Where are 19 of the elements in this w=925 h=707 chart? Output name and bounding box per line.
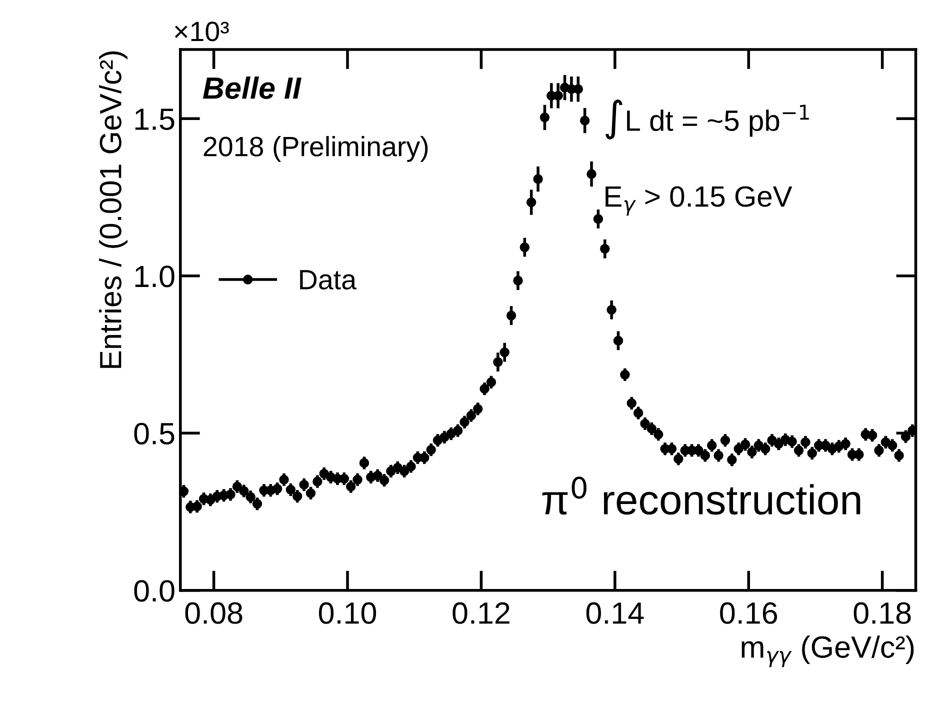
annotation: π$^{0}$ reconstruction bbox=[542, 476, 860, 515]
annotation: ∫L dt = ~5 pb$^{−1}$ bbox=[606, 100, 809, 140]
y-tick-label: 1.0 bbox=[135, 266, 174, 288]
x-tick-label: 0.12 bbox=[452, 602, 510, 624]
y-tick-label: 0.0 bbox=[134, 580, 174, 602]
legend-label: Data bbox=[300, 270, 357, 290]
x-tick-label: 0.10 bbox=[318, 602, 376, 624]
y-axis-title: Entries / (0.001 GeV/c²) bbox=[99, 51, 128, 368]
x-tick-label: 0.14 bbox=[586, 602, 644, 624]
annotation: E$_{γ}$ > 0.15 GeV bbox=[606, 186, 792, 216]
x-tick-label: 0.08 bbox=[185, 602, 242, 624]
annotation: Belle II bbox=[202, 76, 302, 99]
text: ×10³ bbox=[174, 22, 229, 42]
x-tick-label: 0.16 bbox=[720, 602, 778, 624]
y-tick-label: 1.5 bbox=[135, 108, 174, 130]
x-tick-label: 0.18 bbox=[854, 602, 911, 624]
x-axis-title: m$_{γγ}$ (GeV/c²) bbox=[742, 635, 914, 668]
annotation: 2018 (Preliminary) bbox=[204, 136, 428, 162]
y-tick-label: 0.5 bbox=[134, 422, 174, 444]
